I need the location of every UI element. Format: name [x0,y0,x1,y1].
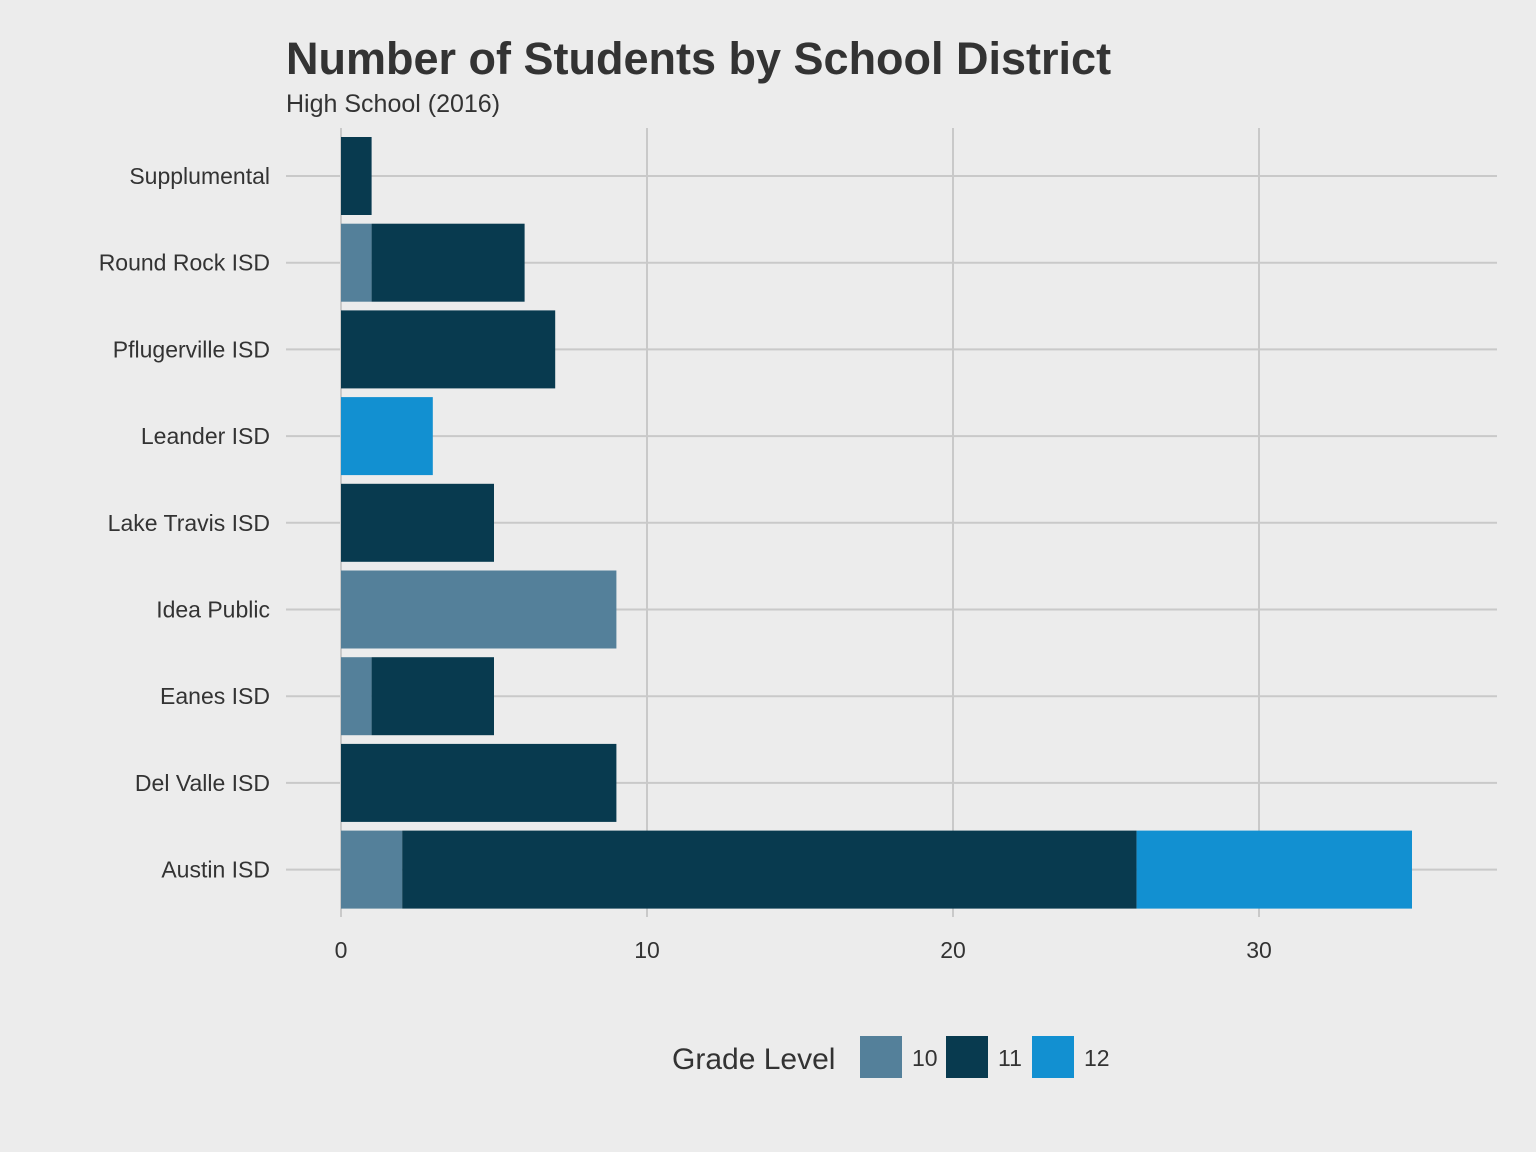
y-tick-label: Eanes ISD [160,683,270,709]
bar-segment-grade-12 [341,397,433,476]
bar-segment-grade-10 [341,223,372,302]
x-tick-label: 0 [335,937,348,963]
bar-segment-grade-11 [341,137,372,215]
legend-label-10: 10 [912,1045,938,1071]
chart-title: Number of Students by School District [286,33,1111,84]
legend-title: Grade Level [672,1043,835,1076]
x-tick-label: 10 [634,937,660,963]
y-tick-label: Supplumental [129,163,270,189]
y-tick-label: Pflugerville ISD [113,336,270,362]
legend-swatch-10 [860,1036,902,1078]
chart-subtitle: High School (2016) [286,90,500,118]
legend: Grade Level 10 11 12 [672,1036,1110,1078]
bar-segment-grade-10 [341,830,403,909]
bar-segment-grade-12 [1136,830,1412,909]
bar-segment-grade-11 [341,483,494,562]
bar-segment-grade-11 [371,657,494,736]
legend-swatch-11 [946,1036,988,1078]
y-tick-label: Del Valle ISD [135,770,270,796]
bar-segment-grade-11 [402,830,1137,909]
bar-segment-grade-10 [341,657,372,736]
y-tick-label: Round Rock ISD [99,250,270,276]
bar-segment-grade-11 [341,743,617,822]
x-axis-labels: 0 10 20 30 [335,937,1272,963]
y-axis-labels: Supplumental Round Rock ISD Pflugerville I… [99,163,270,883]
y-tick-label: Idea Public [156,597,270,623]
bar-segment-grade-11 [341,310,556,389]
legend-swatch-12 [1032,1036,1074,1078]
x-tick-label: 30 [1246,937,1272,963]
y-tick-label: Lake Travis ISD [108,510,270,536]
legend-label-12: 12 [1084,1045,1110,1071]
legend-label-11: 11 [998,1045,1022,1071]
x-tick-label: 20 [940,937,966,963]
bar-segment-grade-11 [371,223,525,302]
y-tick-label: Austin ISD [161,857,270,883]
legend-items: 10 11 12 [860,1036,1110,1078]
bar-segment-grade-10 [341,570,617,649]
y-tick-label: Leander ISD [141,423,270,449]
bars [341,137,1412,909]
